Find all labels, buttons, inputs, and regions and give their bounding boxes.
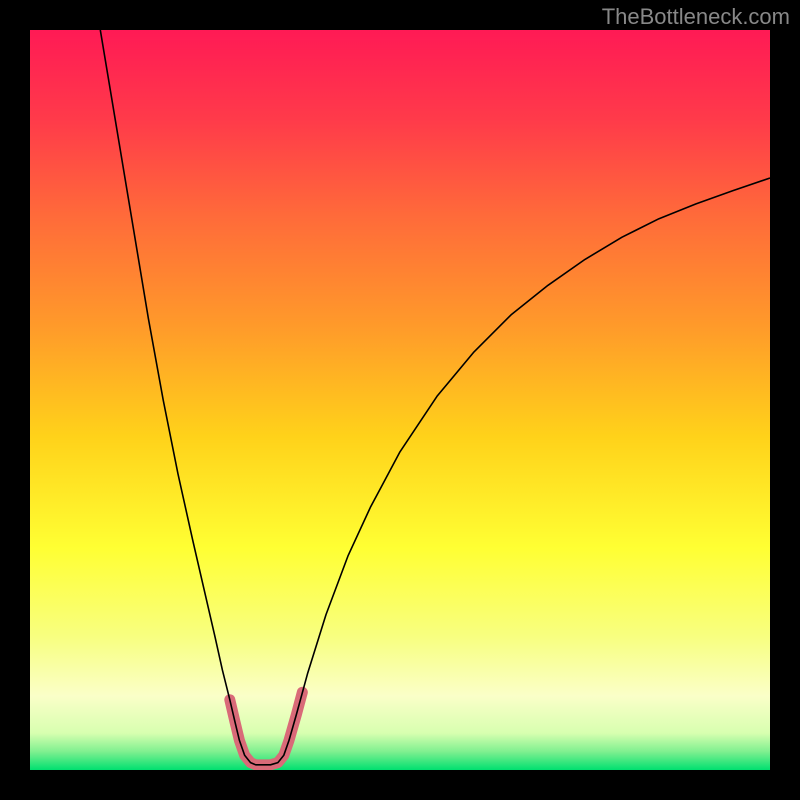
chart-frame: TheBottleneck.com <box>0 0 800 800</box>
plot-area <box>30 30 770 770</box>
plot-svg <box>30 30 770 770</box>
gradient-background <box>30 30 770 770</box>
watermark-text: TheBottleneck.com <box>602 4 790 30</box>
